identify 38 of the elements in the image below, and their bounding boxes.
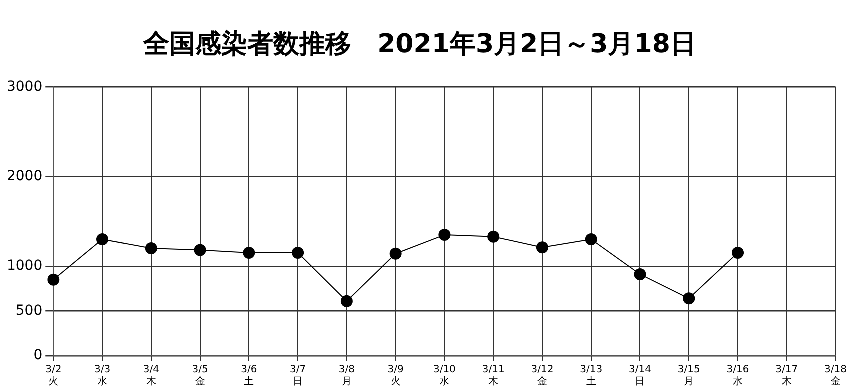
x-tick-label: 3/14 日 [629, 364, 652, 388]
point [194, 244, 206, 256]
point [48, 274, 60, 286]
point [390, 248, 402, 260]
x-tick-label: 3/10 水 [433, 364, 456, 388]
x-tick-label: 3/6 土 [241, 364, 258, 388]
x-tick-label: 3/8 月 [338, 364, 355, 388]
point [340, 295, 353, 308]
point [243, 246, 256, 259]
y-tick-label: 1000 [6, 258, 43, 274]
x-tick-label: 3/18 金 [824, 364, 848, 388]
x-tick-label: 3/11 木 [482, 364, 505, 388]
x-tick-label: 3/17 木 [776, 364, 798, 388]
point [488, 230, 500, 243]
point [536, 242, 548, 254]
point [145, 242, 158, 254]
point [732, 246, 744, 259]
x-tick-label: 3/4 木 [143, 364, 160, 388]
point [96, 234, 109, 246]
point [634, 268, 646, 280]
point [438, 229, 451, 242]
y-tick-label: 500 [16, 302, 43, 319]
x-tick-label: 3/13 土 [580, 364, 603, 388]
x-tick-label: 3/9 火 [388, 364, 404, 388]
point [683, 292, 696, 305]
point [585, 234, 598, 246]
y-tick-label: 2000 [6, 168, 43, 184]
point [292, 246, 304, 259]
chart-title: 全国感染者数推移 2021年3月2日～3月18日 [142, 29, 696, 60]
x-tick-label: 3/16 水 [726, 364, 750, 388]
x-tick-label: 3/12 金 [531, 364, 554, 388]
y-tick-label: 3000 [6, 78, 43, 95]
x-tick-label: 3/5 金 [192, 364, 208, 388]
x-tick-label: 3/2 火 [46, 364, 62, 388]
x-tick-label: 3/3 水 [94, 364, 111, 388]
x-tick-label: 3/7 日 [290, 364, 306, 388]
x-tick-label: 3/15 月 [678, 364, 700, 388]
y-tick-label: 0 [34, 348, 43, 364]
